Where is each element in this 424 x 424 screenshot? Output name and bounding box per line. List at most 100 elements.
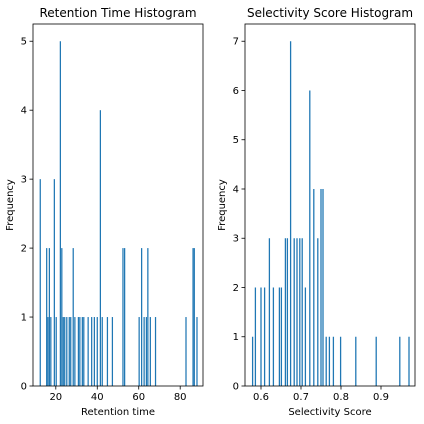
selectivity-bar [260,287,262,386]
retention-bar [91,317,93,386]
retention-y-tick-label: 1 [21,313,27,324]
retention-bar [149,317,151,386]
selectivity-histogram: 0.6 0.7 0.8 0.9 0 1 2 3 4 5 6 7 Selectivity Score Hi… [217,6,416,418]
selectivity-bar [317,238,319,386]
selectivity-bar [408,336,410,386]
selectivity-bar [313,188,315,386]
retention-bar [93,317,95,386]
retention-bar [111,317,114,386]
selectivity-bar [332,336,335,386]
selectivity-x-tick-label: 0.7 [293,392,309,403]
selectivity-bar [284,238,287,386]
retention-y-tick-label: 4 [21,106,27,117]
selectivity-bar [399,336,401,386]
selectivity-bar [268,238,271,386]
retention-bar [138,317,140,386]
selectivity-bar [286,238,289,386]
retention-bar [106,317,109,386]
selectivity-bar [272,287,275,386]
retention-x-tick-label: 80 [174,392,187,403]
retention-x-tick-label: 40 [91,392,104,403]
selectivity-bar [328,336,331,386]
selectivity-bar [251,336,254,386]
selectivity-y-tick-label: 7 [233,37,239,48]
retention-bar [87,317,89,386]
retention-y-tick-label: 0 [21,382,27,393]
retention-bar [62,317,64,386]
retention-bar [124,248,126,386]
selectivity-bar [325,336,327,386]
retention-bar [83,317,85,386]
retention-bar [39,179,41,386]
retention-bar [147,248,149,386]
retention-y-tick-label: 5 [21,37,27,48]
selectivity-bar [263,287,266,386]
selectivity-y-tick-label: 3 [233,234,239,245]
selectivity-y-tick-label: 4 [233,184,239,195]
retention-y-tick-label: 3 [21,175,27,186]
retention-bar [196,317,198,386]
selectivity-bar [296,238,298,386]
retention-bar [99,110,101,386]
selectivity-bar [339,336,342,386]
selectivity-bar [289,41,292,386]
retention-bar [48,248,50,386]
retention-bar [50,317,52,386]
selectivity-bar [254,287,257,386]
retention-bar [61,248,63,386]
retention-bar [55,317,57,386]
retention-chart-title: Retention Time Histogram [39,6,196,20]
retention-bar [122,248,124,386]
retention-bar [59,41,61,386]
retention-bar [64,317,66,386]
selectivity-bar [304,287,307,386]
retention-bar [79,317,81,386]
selectivity-bar [322,188,324,386]
selectivity-y-tick-label: 2 [233,283,239,294]
selectivity-x-tick-label: 0.8 [333,392,349,403]
selectivity-y-axis-label: Frequency [217,179,228,231]
retention-bar [70,317,72,386]
selectivity-y-tick-label: 1 [233,332,239,343]
retention-bar [192,248,194,386]
retention-bar [143,317,145,386]
retention-bar [154,317,157,386]
selectivity-bar [355,336,357,386]
retention-bar [47,317,49,386]
retention-bar [46,248,48,386]
selectivity-bar [320,188,322,386]
selectivity-x-axis-label: Selectivity Score [288,407,371,418]
retention-bar [74,317,76,386]
selectivity-bar [278,287,281,386]
selectivity-y-tick-label: 6 [233,86,239,97]
selectivity-y-tick-label: 0 [233,382,239,393]
selectivity-bar [309,90,311,386]
selectivity-bar [280,287,283,386]
selectivity-plot-frame [244,23,416,387]
selectivity-chart-title: Selectivity Score Histogram [247,6,413,20]
selectivity-bar [293,238,295,386]
retention-bar [101,317,103,386]
retention-bar [68,317,70,386]
retention-histogram: 20 40 60 80 0 1 2 3 4 5 Retention Time Histogram Re… [5,6,204,418]
selectivity-bar [301,238,303,386]
retention-bar [145,317,148,386]
selectivity-bar [375,336,377,386]
retention-plot-frame [32,23,204,387]
retention-bar [193,248,195,386]
retention-y-tick-label: 2 [21,244,27,255]
retention-x-tick-label: 20 [49,392,62,403]
retention-bar [141,248,143,386]
selectivity-x-tick-label: 0.6 [253,392,269,403]
retention-x-axis-label: Retention time [81,407,155,418]
retention-bar [185,317,187,386]
retention-bar [77,317,80,386]
retention-bar [96,317,98,386]
retention-bar [72,248,74,386]
retention-x-tick-label: 60 [132,392,145,403]
retention-bar [81,317,83,386]
selectivity-bar [299,238,301,386]
retention-y-axis-label: Frequency [5,179,16,231]
retention-bar [66,317,68,386]
